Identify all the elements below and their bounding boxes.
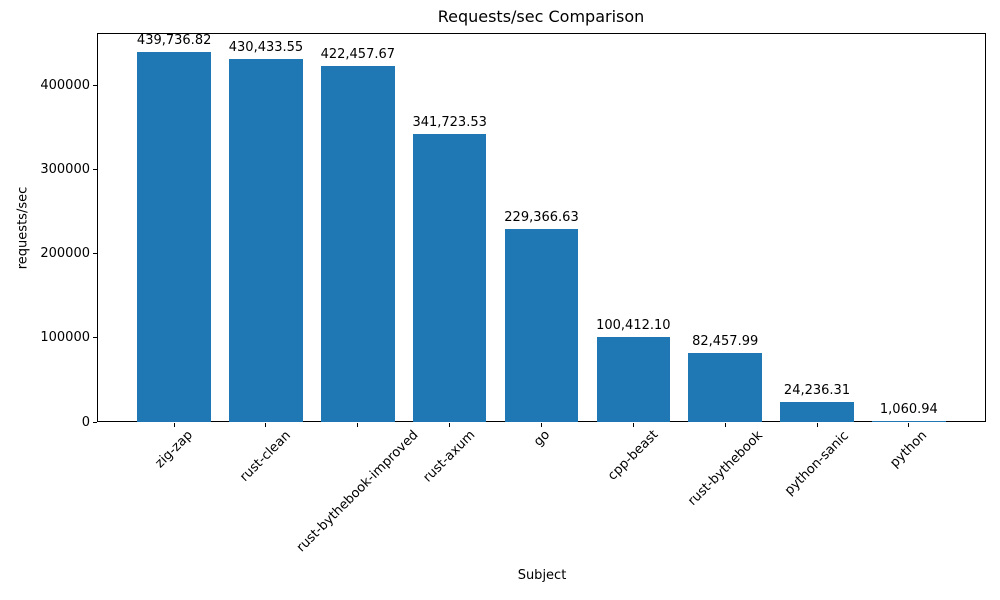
x-tick-label: zig-zap (152, 427, 197, 472)
bar (504, 228, 579, 422)
y-tick-mark (93, 253, 97, 254)
chart-title: Requests/sec Comparison (437, 7, 645, 26)
bar-value-label: 24,236.31 (783, 382, 851, 398)
bar (412, 134, 487, 422)
x-tick-label: python-sanic (782, 428, 852, 498)
y-tick-label: 300000 (40, 161, 90, 177)
bar-value-label: 422,457.67 (320, 47, 396, 63)
bar-value-label: 1,060.94 (879, 402, 938, 417)
y-tick-label: 400000 (40, 77, 90, 93)
x-tick-mark (541, 423, 542, 427)
bar (596, 337, 671, 422)
bar-value-label: 341,723.53 (412, 115, 487, 131)
x-tick-label: rust-bythebook-improved (294, 427, 422, 556)
y-axis-label: requests/sec (15, 186, 31, 270)
x-tick-mark (357, 423, 359, 427)
bar-value-label: 430,433.55 (228, 40, 304, 56)
bar (137, 51, 211, 422)
bar-value-label: 439,736.82 (136, 32, 212, 48)
bar (688, 352, 762, 422)
y-tick-label: 100000 (40, 330, 90, 346)
y-tick-mark (93, 168, 97, 170)
bar-value-label: 100,412.10 (596, 318, 671, 334)
x-tick-label: python (887, 427, 931, 471)
y-tick-mark (93, 337, 97, 339)
bar-value-label: 82,457.99 (692, 333, 759, 349)
x-tick-mark (908, 423, 910, 427)
x-tick-label: rust-clean (237, 427, 295, 485)
x-tick-mark (724, 423, 726, 427)
x-axis-label: Subject (517, 568, 567, 583)
x-tick-label: cpp-beast (605, 427, 662, 485)
x-tick-label: rust-bythebook (684, 427, 766, 509)
y-tick-mark (93, 84, 97, 86)
x-tick-label: rust-axum (420, 428, 479, 486)
x-tick-mark (816, 423, 818, 427)
x-tick-mark (173, 423, 175, 427)
bar (780, 401, 854, 422)
y-tick-label: 200000 (40, 246, 90, 261)
bar (872, 421, 946, 422)
bar-value-label: 229,366.63 (504, 209, 579, 225)
bar (321, 66, 395, 422)
y-tick-mark (93, 421, 97, 423)
x-tick-mark (632, 423, 634, 427)
y-tick-label: 0 (81, 414, 90, 430)
x-tick-mark (265, 423, 267, 427)
x-tick-label: go (530, 427, 553, 450)
bar (229, 59, 303, 422)
x-tick-mark (449, 423, 451, 427)
